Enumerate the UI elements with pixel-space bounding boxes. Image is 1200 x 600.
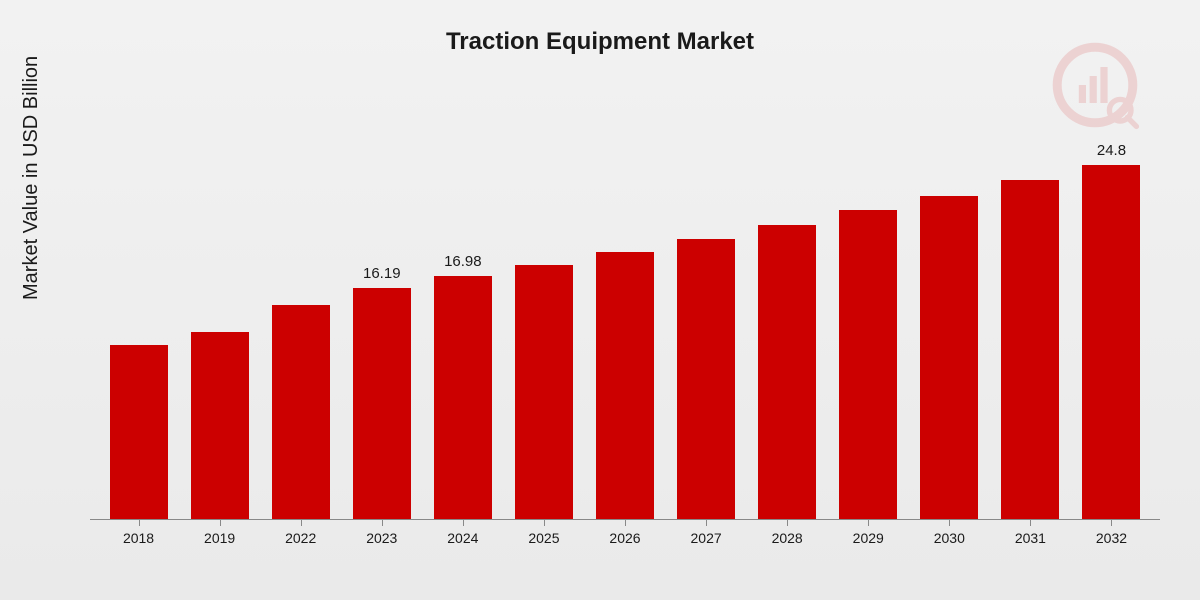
bar — [515, 265, 573, 519]
x-tick: 2031 — [990, 520, 1071, 550]
x-tick: 2018 — [98, 520, 179, 550]
bar-slot — [990, 119, 1071, 519]
bar-slot — [260, 119, 341, 519]
bar — [353, 288, 411, 519]
bar — [677, 239, 735, 519]
x-tick-label: 2023 — [366, 520, 397, 546]
bar-value-label: 16.19 — [363, 265, 401, 282]
x-tick-label: 2024 — [447, 520, 478, 546]
bar-slot — [98, 119, 179, 519]
x-tick-label: 2025 — [528, 520, 559, 546]
bar-slot — [666, 119, 747, 519]
x-tick-label: 2027 — [691, 520, 722, 546]
bar-slot: 16.19 — [341, 119, 422, 519]
x-tick: 2022 — [260, 520, 341, 550]
bar-slot: 24.8 — [1071, 119, 1152, 519]
x-tick-label: 2026 — [609, 520, 640, 546]
plot-area: 16.19 16.98 24.8 — [90, 120, 1160, 520]
bar — [1082, 165, 1140, 519]
bar-slot: 16.98 — [422, 119, 503, 519]
x-tick-label: 2022 — [285, 520, 316, 546]
bar-value-label: 24.8 — [1097, 142, 1126, 159]
watermark-logo-icon — [1050, 40, 1140, 130]
x-tick-label: 2030 — [934, 520, 965, 546]
x-tick: 2030 — [909, 520, 990, 550]
x-tick-label: 2032 — [1096, 520, 1127, 546]
x-tick-label: 2019 — [204, 520, 235, 546]
bar — [596, 252, 654, 519]
bar — [839, 210, 897, 519]
x-tick: 2019 — [179, 520, 260, 550]
x-tick: 2023 — [341, 520, 422, 550]
chart-title: Traction Equipment Market — [0, 0, 1200, 56]
bar-value-label: 16.98 — [444, 253, 482, 270]
bar-slot — [909, 119, 990, 519]
x-tick: 2027 — [666, 520, 747, 550]
bar — [272, 305, 330, 519]
x-axis: 2018 2019 2022 2023 2024 2025 2026 2027 2028 2029… — [90, 520, 1160, 550]
chart-area: 16.1916.9824.8 2018201920222023202420252… — [90, 120, 1160, 550]
x-tick: 2028 — [747, 520, 828, 550]
bar-slot — [828, 119, 909, 519]
y-axis-label: Market Value in USD Billion — [20, 56, 43, 300]
bar-slot — [503, 119, 584, 519]
x-tick-label: 2028 — [772, 520, 803, 546]
bar — [920, 196, 978, 519]
bar — [191, 332, 249, 519]
x-tick-label: 2029 — [853, 520, 884, 546]
bar — [1001, 180, 1059, 519]
x-tick-label: 2031 — [1015, 520, 1046, 546]
bar — [758, 225, 816, 519]
bar — [110, 345, 168, 519]
x-tick: 2026 — [584, 520, 665, 550]
bar-slot — [584, 119, 665, 519]
x-tick: 2032 — [1071, 520, 1152, 550]
x-tick: 2025 — [503, 520, 584, 550]
x-tick: 2024 — [422, 520, 503, 550]
bars-container: 16.19 16.98 24.8 — [90, 119, 1160, 519]
bar-slot — [179, 119, 260, 519]
bar-slot — [747, 119, 828, 519]
bar — [434, 276, 492, 519]
x-tick-label: 2018 — [123, 520, 154, 546]
x-tick: 2029 — [828, 520, 909, 550]
